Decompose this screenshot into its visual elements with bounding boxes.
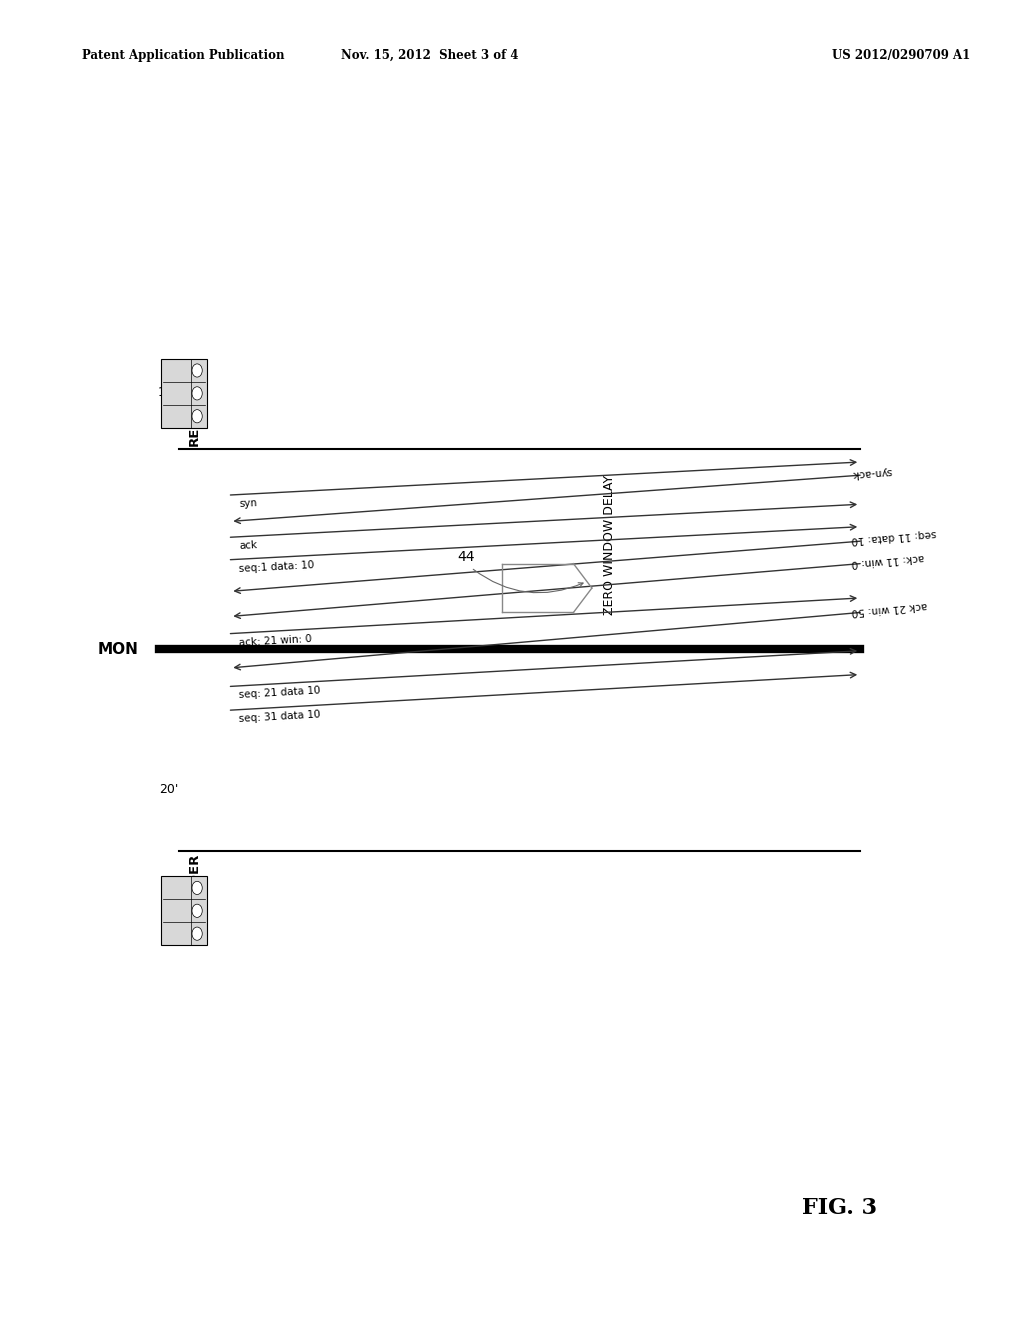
Text: syn: syn — [239, 498, 257, 510]
Text: syn-ack: syn-ack — [851, 466, 892, 479]
Text: 10": 10" — [158, 385, 180, 399]
Text: Patent Application Publication: Patent Application Publication — [82, 49, 285, 62]
Circle shape — [191, 882, 202, 895]
Text: seq: 31 data 10: seq: 31 data 10 — [239, 710, 321, 725]
Text: seq:1 data: 10: seq:1 data: 10 — [239, 560, 314, 574]
Text: RECEIVER: RECEIVER — [188, 374, 201, 446]
Text: FIG. 3: FIG. 3 — [802, 1197, 878, 1218]
Circle shape — [191, 364, 202, 378]
Text: 20': 20' — [160, 783, 178, 796]
Text: ZERO WINDOW DELAY: ZERO WINDOW DELAY — [603, 475, 615, 615]
Circle shape — [191, 904, 202, 917]
Text: seq: 21 data 10: seq: 21 data 10 — [239, 686, 321, 701]
Text: Nov. 15, 2012  Sheet 3 of 4: Nov. 15, 2012 Sheet 3 of 4 — [341, 49, 519, 62]
Text: ack: 21 win: 0: ack: 21 win: 0 — [239, 634, 312, 648]
Text: ack: 11 win: 0: ack: 11 win: 0 — [851, 552, 925, 568]
Text: MON: MON — [97, 642, 138, 657]
Text: ack: ack — [239, 540, 257, 552]
Circle shape — [191, 927, 202, 940]
Text: ack 21 win: 50: ack 21 win: 50 — [851, 599, 928, 616]
Text: seq: 11 data: 10: seq: 11 data: 10 — [851, 528, 937, 545]
Text: 44: 44 — [457, 550, 475, 564]
Circle shape — [191, 409, 202, 422]
FancyBboxPatch shape — [162, 359, 207, 428]
Text: US 2012/0290709 A1: US 2012/0290709 A1 — [831, 49, 971, 62]
Circle shape — [191, 387, 202, 400]
FancyBboxPatch shape — [162, 876, 207, 945]
Text: SENDER: SENDER — [188, 854, 201, 915]
